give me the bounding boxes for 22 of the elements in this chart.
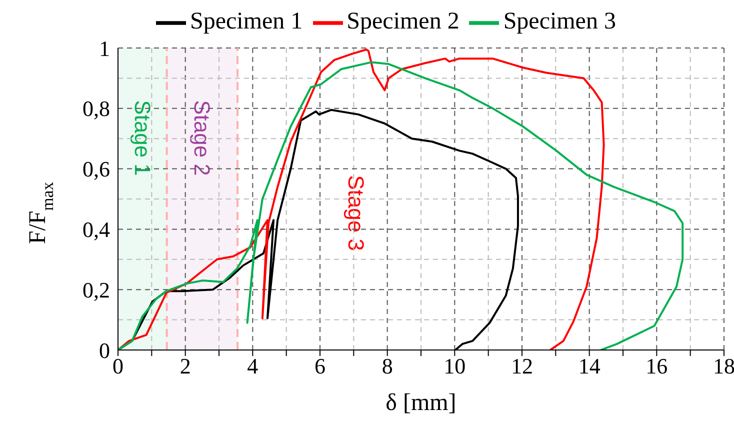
x-tick-label: 4	[247, 354, 258, 379]
x-tick-label: 16	[646, 354, 668, 379]
y-tick-label: 1	[99, 36, 110, 61]
band-label: Stage 1	[130, 100, 155, 176]
legend-label: Specimen 2	[346, 8, 460, 35]
band-label: Stage 2	[190, 100, 215, 176]
x-tick-label: 10	[444, 354, 466, 379]
y-tick-label: 0,6	[82, 156, 110, 182]
x-tick-label: 18	[713, 354, 734, 379]
x-tick-label: 8	[382, 354, 393, 379]
x-tick-label: 14	[578, 354, 600, 379]
x-tick-label: 2	[180, 354, 191, 379]
x-tick-label: 6	[314, 354, 326, 379]
x-axis-title: δ [mm]	[386, 390, 456, 416]
legend-label: Specimen 3	[503, 8, 616, 35]
legend-label: Specimen 1	[190, 8, 303, 35]
y-tick-label: 0	[99, 338, 110, 363]
annotation: Stage 3	[344, 175, 368, 251]
y-tick-label: 0,8	[82, 96, 110, 122]
x-tick-label: 12	[511, 354, 533, 379]
y-tick-label: 0,2	[82, 277, 110, 302]
y-tick-label: 0,4	[82, 217, 110, 242]
